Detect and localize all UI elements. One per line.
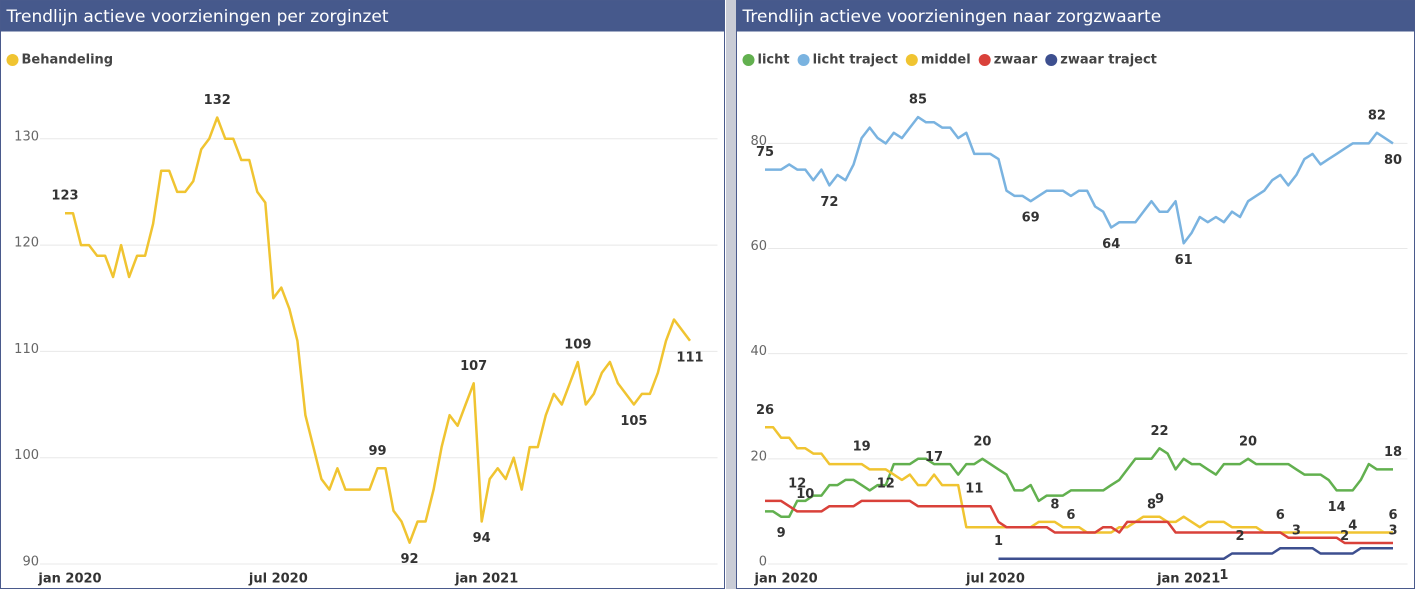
data-label: 123 bbox=[51, 189, 78, 204]
data-label: 69 bbox=[1022, 211, 1040, 226]
data-label: 8 bbox=[1050, 497, 1059, 512]
data-label: 1 bbox=[994, 534, 1003, 549]
legend-label: zwaar traject bbox=[1060, 53, 1157, 68]
data-label: 8 bbox=[1147, 497, 1156, 512]
legend-label: licht bbox=[758, 53, 790, 68]
panel-title: Trendlijn actieve voorzieningen naar zor… bbox=[742, 7, 1162, 27]
data-label: 11 bbox=[965, 482, 983, 497]
data-label: 61 bbox=[1175, 253, 1193, 268]
data-label: 2 bbox=[1236, 529, 1245, 544]
x-tick-label: jan 2021 bbox=[1156, 572, 1220, 587]
data-label: 20 bbox=[973, 434, 991, 449]
data-label: 26 bbox=[756, 403, 774, 418]
data-label: 92 bbox=[401, 552, 419, 567]
legend-marker bbox=[6, 54, 19, 66]
legend-label: Behandeling bbox=[22, 53, 114, 68]
data-label: 107 bbox=[460, 359, 487, 374]
data-label: 6 bbox=[1276, 508, 1285, 523]
data-label: 85 bbox=[909, 93, 927, 108]
panel bbox=[736, 0, 1415, 589]
x-tick-label: jan 2020 bbox=[754, 572, 818, 587]
series-line bbox=[998, 546, 1393, 560]
data-label: 80 bbox=[1384, 153, 1402, 168]
data-label: 6 bbox=[1388, 508, 1397, 523]
data-label: 4 bbox=[1348, 518, 1357, 533]
legend-marker bbox=[797, 54, 810, 66]
data-label: 2 bbox=[1340, 529, 1349, 544]
data-label: 94 bbox=[473, 531, 491, 546]
data-label: 9 bbox=[777, 526, 786, 541]
data-label: 3 bbox=[1388, 524, 1397, 539]
series-line bbox=[765, 426, 1393, 534]
data-label: 1 bbox=[1219, 568, 1228, 583]
x-tick-label: jul 2020 bbox=[965, 572, 1025, 587]
legend-label: middel bbox=[921, 53, 971, 68]
data-label: 99 bbox=[368, 444, 386, 459]
data-label: 18 bbox=[1384, 445, 1402, 460]
data-label: 82 bbox=[1368, 108, 1386, 123]
y-tick-label: 40 bbox=[750, 344, 767, 359]
data-label: 75 bbox=[756, 145, 774, 160]
panel bbox=[0, 0, 725, 589]
panel-header bbox=[0, 0, 725, 32]
y-tick-label: 80 bbox=[750, 134, 767, 149]
panel-separator bbox=[726, 0, 736, 589]
y-tick-label: 130 bbox=[14, 129, 39, 144]
legend-marker bbox=[905, 54, 918, 66]
y-tick-label: 20 bbox=[750, 449, 767, 464]
data-label: 12 bbox=[877, 476, 895, 491]
y-tick-label: 0 bbox=[759, 555, 767, 570]
series-line bbox=[765, 499, 1393, 545]
data-label: 17 bbox=[925, 450, 943, 465]
data-label: 64 bbox=[1102, 237, 1120, 252]
x-tick-label: jul 2020 bbox=[248, 572, 308, 587]
legend-label: licht traject bbox=[813, 53, 898, 68]
data-label: 72 bbox=[820, 195, 838, 210]
data-label: 109 bbox=[564, 338, 591, 353]
y-tick-label: 110 bbox=[14, 342, 39, 357]
y-tick-label: 100 bbox=[14, 448, 39, 463]
series-line bbox=[65, 116, 692, 544]
data-label: 111 bbox=[676, 350, 703, 365]
data-label: 12 bbox=[788, 476, 806, 491]
x-tick-label: jan 2020 bbox=[37, 572, 101, 587]
legend-marker bbox=[742, 54, 755, 66]
data-label: 20 bbox=[1239, 434, 1257, 449]
x-tick-label: jan 2021 bbox=[454, 572, 518, 587]
data-label: 10 bbox=[796, 487, 814, 502]
data-label: 132 bbox=[204, 93, 231, 108]
y-tick-label: 120 bbox=[14, 236, 39, 251]
panel-header bbox=[736, 0, 1415, 32]
legend-marker bbox=[1045, 54, 1058, 66]
series-line bbox=[765, 115, 1394, 245]
legend-label: zwaar bbox=[994, 53, 1038, 68]
data-label: 22 bbox=[1150, 424, 1168, 439]
panel-title: Trendlijn actieve voorzieningen per zorg… bbox=[6, 7, 389, 27]
series-line bbox=[765, 447, 1393, 518]
legend-marker bbox=[978, 54, 991, 66]
data-label: 14 bbox=[1328, 500, 1346, 515]
data-label: 19 bbox=[853, 440, 871, 455]
data-label: 3 bbox=[1292, 524, 1301, 539]
y-tick-label: 90 bbox=[22, 555, 39, 570]
y-tick-label: 60 bbox=[750, 239, 767, 254]
data-label: 105 bbox=[620, 414, 647, 429]
data-label: 9 bbox=[1155, 492, 1164, 507]
data-label: 6 bbox=[1066, 508, 1075, 523]
